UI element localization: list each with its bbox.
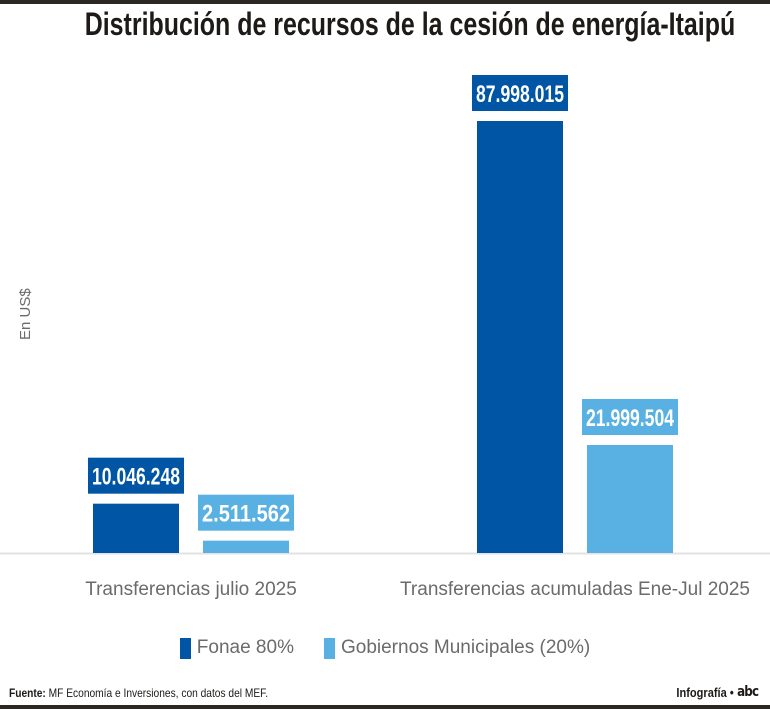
legend-item-fonae: Fonae 80% bbox=[179, 637, 294, 659]
legend-swatch-gobiernos bbox=[323, 637, 335, 659]
category-label-1: Transferencias acumuladas Ene-Jul 2025 bbox=[400, 579, 750, 600]
source-note: Fuente: MF Economía e Inversiones, con d… bbox=[9, 686, 268, 700]
chart-title: Distribución de recursos de la cesión de… bbox=[84, 6, 736, 42]
top-border bbox=[0, 0, 770, 4]
bar-fonae-1 bbox=[477, 121, 563, 554]
credit: Infografía • abc bbox=[676, 684, 759, 700]
source-text: MF Economía e Inversiones, con datos del… bbox=[48, 686, 269, 700]
value-label-text: 10.046.248 bbox=[92, 464, 180, 491]
bar-gobiernos-1 bbox=[587, 445, 673, 553]
legend-swatch-fonae bbox=[179, 637, 191, 659]
bar-gobiernos-0 bbox=[203, 540, 289, 553]
value-label-box bbox=[582, 399, 678, 436]
credit-text: Infografía • bbox=[676, 684, 734, 700]
bottom-border bbox=[0, 705, 770, 709]
value-label-text: 87.998.015 bbox=[476, 81, 564, 108]
value-label-box bbox=[198, 494, 294, 531]
source-label: Fuente: bbox=[9, 686, 46, 700]
category-label-0: Transferencias julio 2025 bbox=[85, 579, 297, 600]
legend: Fonae 80% Gobiernos Municipales (20%) bbox=[0, 637, 770, 659]
legend-label-gobiernos: Gobiernos Municipales (20%) bbox=[340, 637, 591, 658]
value-label-fonae-1: 87.998.015 bbox=[472, 75, 568, 112]
legend-label-fonae: Fonae 80% bbox=[196, 637, 294, 658]
value-label-fonae-0: 10.046.248 bbox=[88, 457, 184, 494]
value-label-text: 2.511.562 bbox=[202, 501, 290, 528]
value-label-gobiernos-0: 2.511.562 bbox=[198, 494, 294, 531]
value-label-gobiernos-1: 21.999.504 bbox=[582, 399, 678, 436]
value-label-text: 21.999.504 bbox=[586, 405, 674, 432]
value-label-box bbox=[88, 457, 184, 494]
value-label-box bbox=[472, 75, 568, 112]
abc-logo-icon: abc bbox=[736, 684, 759, 700]
bar-fonae-0 bbox=[93, 503, 179, 553]
legend-item-gobiernos: Gobiernos Municipales (20%) bbox=[323, 637, 591, 659]
